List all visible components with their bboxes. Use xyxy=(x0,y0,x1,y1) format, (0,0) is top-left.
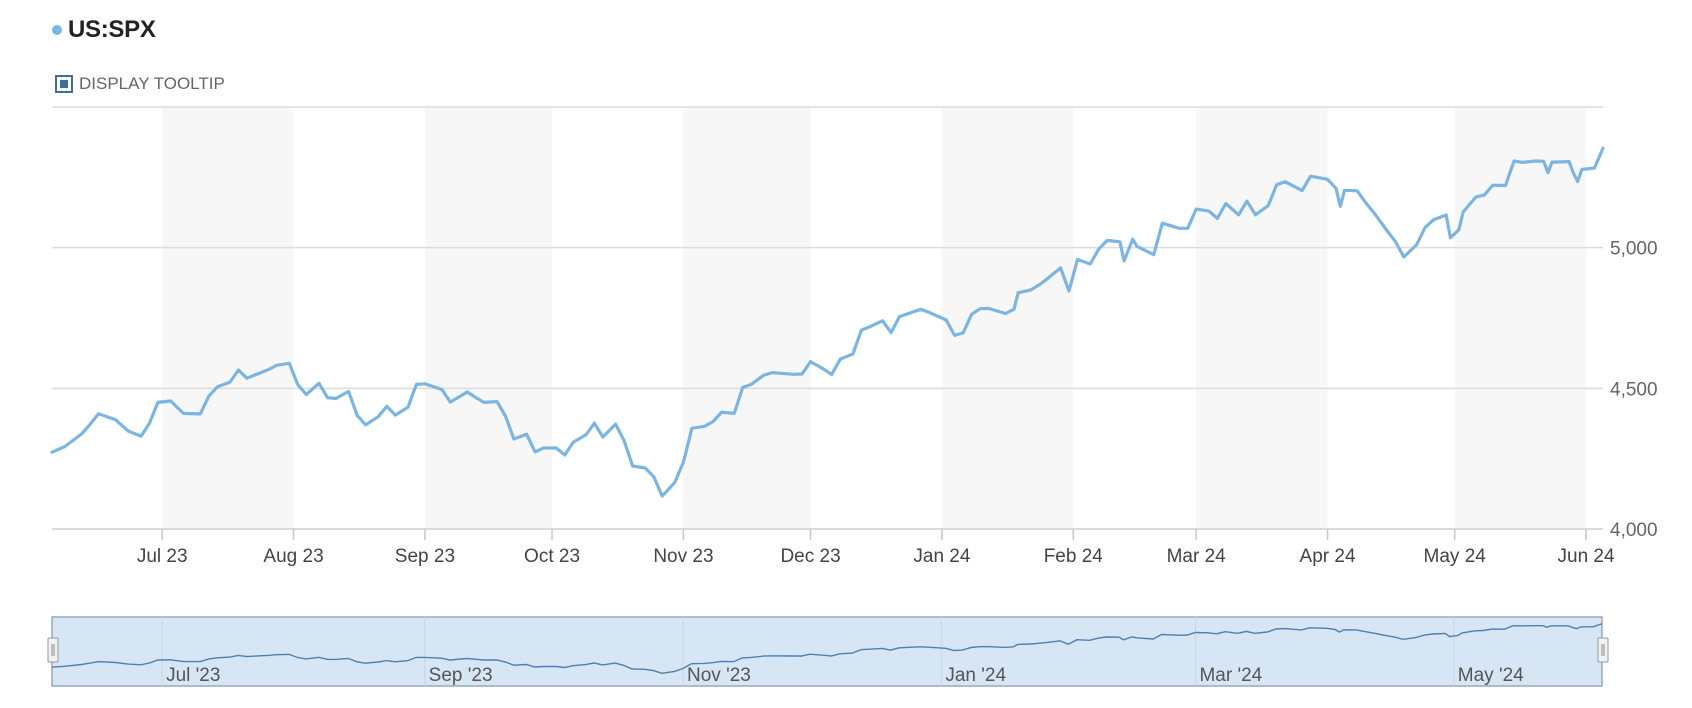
navigator-tick-label: Sep '23 xyxy=(429,665,493,686)
legend-marker xyxy=(52,25,62,35)
legend-label: US:SPX xyxy=(68,16,156,43)
x-tick-label: Oct 23 xyxy=(524,546,580,567)
y-tick-label: 5,000 xyxy=(1610,239,1658,260)
navigator-series-line xyxy=(51,623,1603,675)
x-tick-label: Nov 23 xyxy=(653,546,713,567)
x-tick-label: Jun 24 xyxy=(1558,546,1615,567)
month-band xyxy=(162,107,294,529)
x-tick-label: Jul 23 xyxy=(137,546,188,567)
checkbox-check-mark xyxy=(60,80,68,88)
x-tick-label: Sep 23 xyxy=(395,546,455,567)
x-tick-label: Dec 23 xyxy=(780,546,840,567)
month-band xyxy=(424,107,553,529)
month-band xyxy=(1196,107,1328,529)
display-tooltip-toggle[interactable]: DISPLAY TOOLTIP xyxy=(55,74,225,94)
legend-item-us-spx[interactable]: US:SPX xyxy=(52,16,156,44)
display-tooltip-label: DISPLAY TOOLTIP xyxy=(79,74,225,93)
navigator-tick-label: Nov '23 xyxy=(687,665,751,686)
navigator-tick-label: Jul '23 xyxy=(166,665,220,686)
y-tick-label: 4,500 xyxy=(1610,379,1658,400)
month-band xyxy=(941,107,1074,529)
navigator-tick-label: Mar '24 xyxy=(1199,665,1262,686)
month-band xyxy=(683,107,811,529)
display-tooltip-checkbox[interactable] xyxy=(55,75,73,93)
navigator-right-handle[interactable] xyxy=(1597,637,1609,663)
navigator-tick-label: Jan '24 xyxy=(945,665,1006,686)
x-tick-label: May 24 xyxy=(1424,546,1487,567)
x-tick-label: Aug 23 xyxy=(263,546,323,567)
x-tick-label: Feb 24 xyxy=(1044,546,1104,567)
x-tick-label: Mar 24 xyxy=(1167,546,1227,567)
navigator-left-handle[interactable] xyxy=(47,637,59,663)
series-line-us-spx[interactable] xyxy=(50,146,1605,498)
navigator-selection[interactable] xyxy=(51,616,1603,687)
month-band xyxy=(1454,107,1587,529)
y-tick-label: 4,000 xyxy=(1610,520,1658,541)
navigator-tick-label: May '24 xyxy=(1458,665,1524,686)
x-tick-label: Jan 24 xyxy=(913,546,970,567)
x-tick-label: Apr 24 xyxy=(1300,546,1356,567)
